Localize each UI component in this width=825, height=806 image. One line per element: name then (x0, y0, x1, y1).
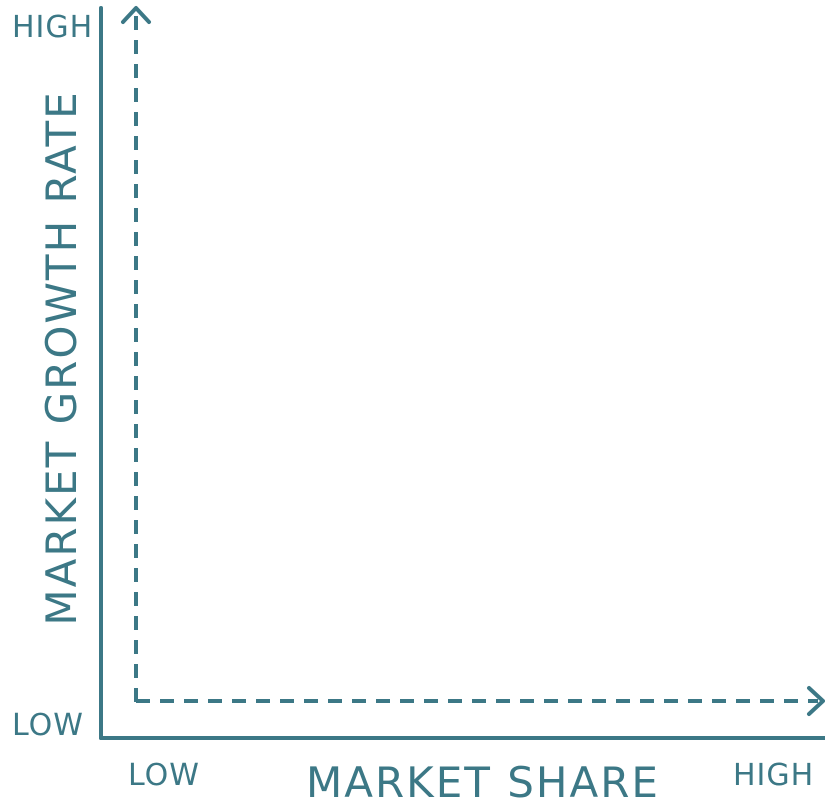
x-low-label: LOW (128, 758, 200, 793)
x-axis-title: MARKET SHARE (306, 758, 660, 806)
growth-arrowhead-icon (121, 6, 151, 24)
y-low-label: LOW (12, 708, 84, 743)
share-arrowhead-icon (807, 686, 825, 716)
y-high-label: HIGH (12, 10, 93, 45)
x-high-label: HIGH (733, 758, 814, 793)
y-axis-title: MARKET GROWTH RATE (37, 90, 86, 625)
